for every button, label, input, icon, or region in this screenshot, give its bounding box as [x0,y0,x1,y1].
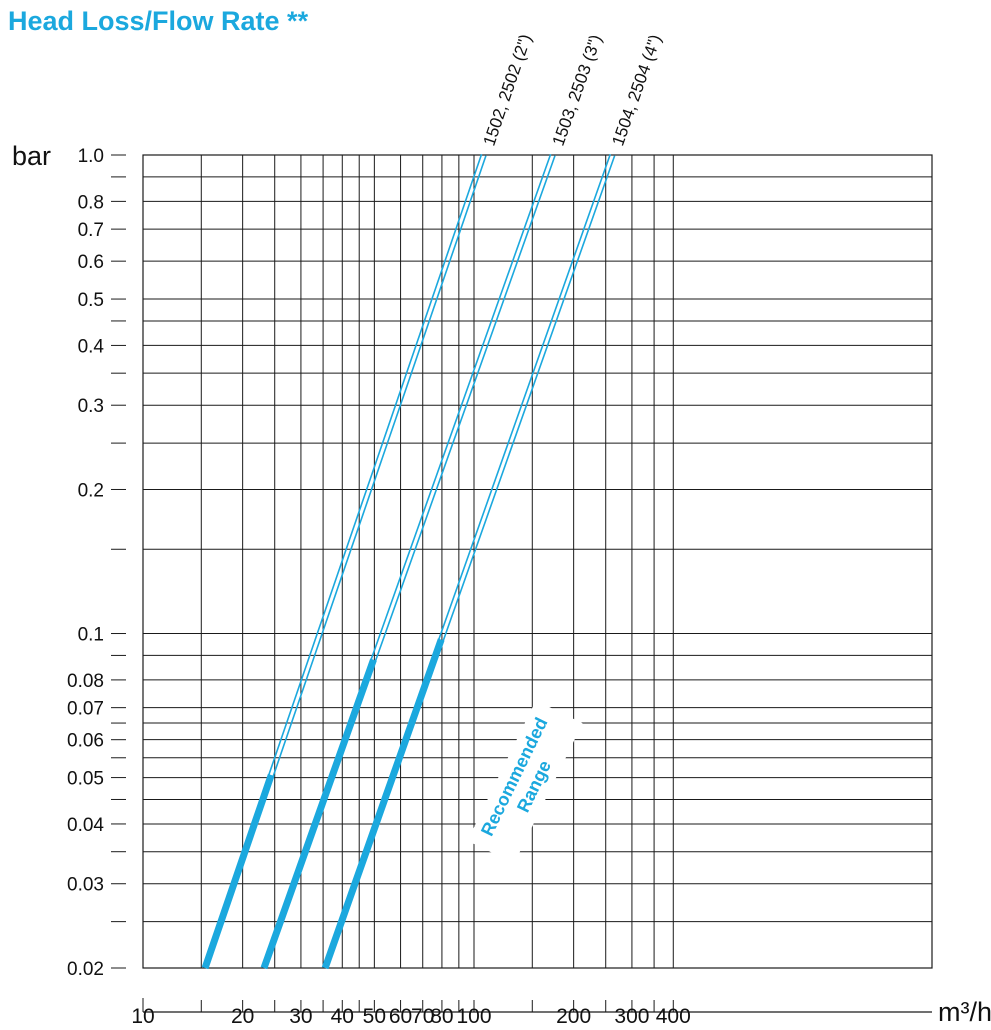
y-tick-label: 0.8 [78,192,104,213]
series-label: 1504, 2504 (4") [608,32,665,148]
x-tick-label: 10 [131,1005,154,1025]
y-tick-label: 0.1 [78,625,104,646]
y-tick-label: 0.08 [67,671,104,692]
recommended-range-segment [201,773,275,970]
x-tick-label: 60 [389,1005,412,1025]
y-tick-label: 0.07 [67,699,104,720]
series-line [201,153,487,970]
y-tick-label: 0.06 [67,731,104,752]
y-tick-label: 0.4 [78,336,105,357]
annotation-background [467,700,583,864]
x-tick-label: 40 [331,1005,354,1025]
series-line [260,153,556,970]
y-tick-label: 0.04 [67,815,104,836]
x-tick-label: 80 [430,1005,453,1025]
series-line [321,153,616,970]
series-label: 1503, 2503 (3") [549,32,606,148]
x-tick-label: 70 [411,1005,434,1025]
y-tick-label: 0.2 [78,480,104,501]
y-tick-label: 0.5 [78,290,104,311]
x-tick-label: 50 [363,1005,386,1025]
chart-title: Head Loss/Flow Rate ** [8,6,309,36]
y-tick-label: 0.6 [78,252,104,273]
x-tick-label: 200 [556,1005,591,1025]
y-tick-label: 0.3 [78,396,104,417]
recommended-range-segment [321,638,445,970]
x-axis-label: m³/h [938,997,991,1025]
x-tick-label: 400 [656,1005,691,1025]
x-tick-label: 100 [456,1005,491,1025]
y-axis-label: bar [12,141,51,171]
y-tick-label: 0.7 [78,220,104,241]
y-tick-label: 0.02 [67,959,104,980]
x-tick-label: 20 [231,1005,254,1025]
y-tick-label: 0.03 [67,875,104,896]
plot-frame [142,154,933,969]
y-tick-label: 1.0 [78,146,104,167]
series-label: 1502, 2502 (2") [480,32,536,148]
x-tick-label: 300 [614,1005,649,1025]
x-tick-label: 30 [289,1005,312,1025]
y-tick-label: 0.05 [67,769,104,790]
recommended-range-segment [260,658,377,970]
